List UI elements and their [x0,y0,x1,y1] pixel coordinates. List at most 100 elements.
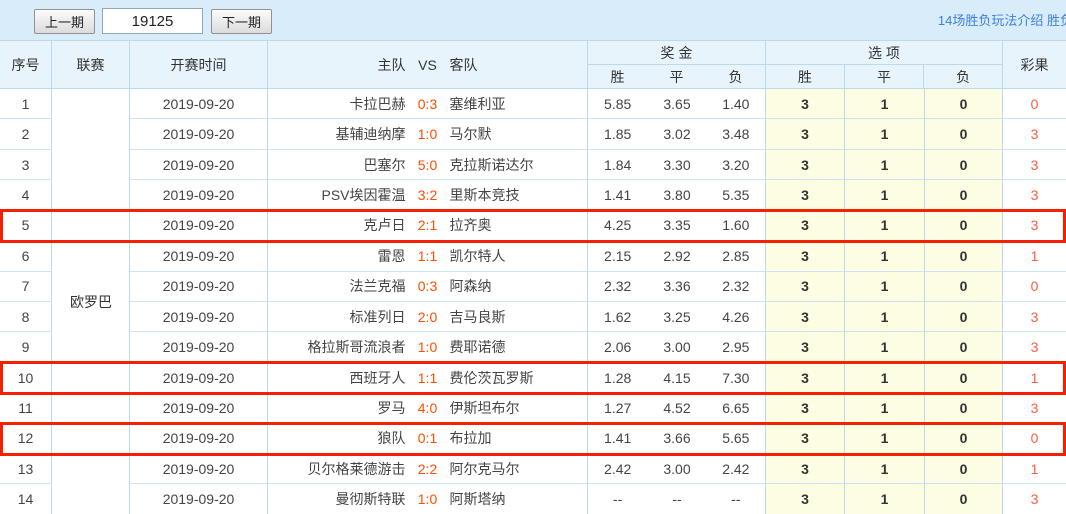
result-cell: 3 [1002,180,1066,211]
date-cell: 2019-09-20 [130,89,268,120]
option-lose-cell: 0 [924,180,1003,211]
away-team: 凯尔特人 [449,247,506,264]
option-lose-cell: 0 [924,210,1003,242]
header-options-group: 选 项 胜 平 负 [766,41,1003,88]
teams-cell: 格拉斯哥流浪者 1:0 费耶诺德 [268,332,588,363]
match-score: 4:0 [417,399,438,416]
result-cell: 3 [1002,119,1066,150]
odds-draw-cell: 3.35 [647,211,707,242]
odds-draw-cell: -- [647,484,707,514]
match-score: 1:0 [417,126,438,143]
home-team: 雷恩 [377,247,406,264]
header-odds-label: 奖 金 [588,41,765,65]
date-cell: 2019-09-20 [130,210,268,242]
odds-lose-cell: 2.32 [706,271,766,302]
away-team: 马尔默 [449,126,492,143]
away-team: 里斯本竞技 [449,186,520,203]
result-cell: 3 [1002,302,1066,333]
seq-cell: 8 [0,301,52,333]
league-cell [52,301,130,333]
odds-lose-cell: -- [706,484,766,514]
header-odds-group: 奖 金 胜 平 负 [588,41,766,88]
option-draw-cell: 1 [844,241,925,272]
header-time: 开赛时间 [130,41,268,88]
option-lose-cell: 0 [924,484,1003,514]
header-teams: 主队 VS 客队 [268,41,588,88]
home-team: 曼彻斯特联 [335,491,406,508]
match-score: 5:0 [417,156,438,173]
home-team: 西班牙人 [349,369,406,386]
match-score: 0:1 [417,430,438,447]
odds-draw-cell: 4.15 [647,363,707,394]
option-draw-cell: 1 [844,332,925,363]
odds-win-cell: 1.28 [588,363,648,394]
odds-draw-cell: 3.02 [647,119,707,150]
league-cell [52,119,130,150]
odds-win-cell: 2.32 [588,272,648,302]
option-win-cell: 3 [765,454,845,485]
option-win-cell: 3 [765,241,845,272]
home-team: 罗马 [377,399,406,416]
teams-cell: 西班牙人 1:1 费伦茨瓦罗斯 [268,362,588,394]
option-lose-cell: 0 [924,301,1003,333]
odds-win-cell: 2.06 [588,332,648,363]
option-draw-cell: 1 [844,362,925,394]
home-team: 巴塞尔 [363,156,406,173]
seq-cell: 9 [0,332,52,363]
match-row: 2 2019-09-20 基辅迪纳摩 1:0 马尔默 1.85 3.02 3.4… [0,119,1066,150]
period-input[interactable] [102,8,203,34]
league-cell [52,210,130,242]
teams-cell: 克卢日 2:1 拉齐奥 [268,210,588,242]
league-cell [52,332,130,363]
league-cell [52,271,130,302]
teams-cell: 法兰克福 0:3 阿森纳 [268,271,588,302]
option-lose-cell: 0 [924,119,1003,150]
teams-cell: 雷恩 1:1 凯尔特人 [268,241,588,272]
odds-lose-cell: 2.42 [706,454,766,485]
match-row: 3 2019-09-20 巴塞尔 5:0 克拉斯诺达尔 1.84 3.30 3.… [0,149,1066,181]
match-score: 0:3 [417,278,438,295]
league-cell [52,149,130,181]
seq-cell: 5 [0,210,52,242]
odds-lose-cell: 7.30 [706,362,766,394]
away-team: 阿尔克马尔 [449,460,520,477]
option-draw-cell: 1 [844,393,925,424]
match-row: 5 2019-09-20 克卢日 2:1 拉齐奥 4.25 3.35 1.60 … [0,208,1066,244]
next-period-button[interactable]: 下一期 [211,9,273,34]
option-win-cell: 3 [765,180,845,211]
odds-win-cell: 4.25 [588,211,648,242]
match-score: 1:1 [417,247,438,264]
option-win-cell: 3 [765,362,845,394]
seq-cell: 4 [0,180,52,211]
teams-cell: 罗马 4:0 伊斯坦布尔 [268,393,588,424]
match-row: 11 2019-09-20 罗马 4:0 伊斯坦布尔 1.27 4.52 6.6… [0,393,1066,424]
away-team: 阿森纳 [449,278,492,295]
league-cell [52,362,130,394]
previous-period-button[interactable]: 上一期 [34,9,96,34]
option-lose-cell: 0 [924,149,1003,181]
odds-win-cell: 1.41 [588,180,648,211]
match-row: 1 2019-09-20 卡拉巴赫 0:3 塞维利亚 5.85 3.65 1.4… [0,89,1066,120]
odds-lose-cell: 2.85 [706,241,766,272]
match-score: 0:3 [417,95,438,112]
option-draw-cell: 1 [844,301,925,333]
header-seq: 序号 [0,41,52,88]
odds-lose-cell: 1.60 [706,210,766,242]
option-lose-cell: 0 [924,423,1003,455]
option-draw-cell: 1 [844,271,925,302]
home-team: 克卢日 [363,217,406,234]
header-option-draw: 平 [845,65,925,88]
odds-draw-cell: 3.30 [647,150,707,181]
rules-intro-link[interactable]: 14场胜负玩法介绍 胜负 [937,13,1066,28]
date-cell: 2019-09-20 [130,393,268,424]
option-draw-cell: 1 [844,149,925,181]
match-score: 2:1 [417,217,438,234]
odds-win-cell: 1.41 [588,424,648,455]
odds-win-cell: 2.42 [588,454,648,485]
option-win-cell: 3 [765,119,845,150]
result-cell: 3 [1002,332,1066,363]
odds-win-cell: 1.27 [588,393,648,424]
league-cell [52,454,130,485]
seq-cell: 7 [0,271,52,302]
odds-win-cell: -- [588,484,648,514]
